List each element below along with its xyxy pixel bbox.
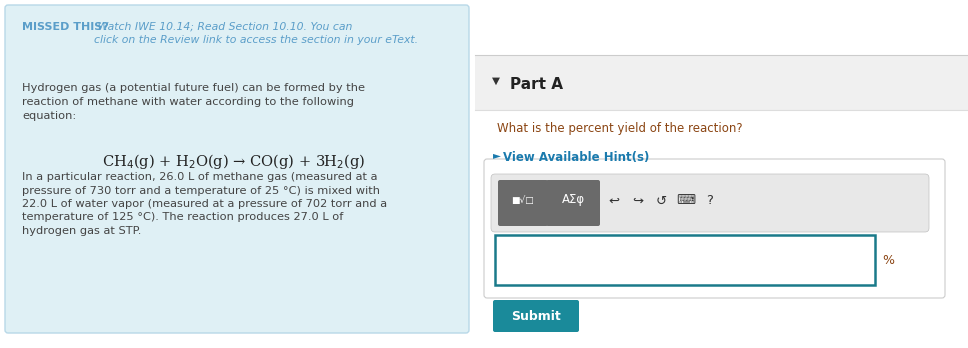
Text: MISSED THIS?: MISSED THIS?	[22, 22, 108, 32]
Text: ↩: ↩	[609, 195, 620, 207]
Text: ■√□: ■√□	[512, 196, 534, 205]
Text: ↪: ↪	[632, 195, 644, 207]
FancyBboxPatch shape	[491, 174, 929, 232]
Text: Submit: Submit	[511, 309, 560, 323]
FancyBboxPatch shape	[498, 180, 548, 226]
Text: Hydrogen gas (a potential future fuel) can be formed by the: Hydrogen gas (a potential future fuel) c…	[22, 83, 365, 93]
Text: %: %	[882, 253, 894, 267]
Text: CH$_4$(g) + H$_2$O(g) → CO(g) + 3H$_2$(g): CH$_4$(g) + H$_2$O(g) → CO(g) + 3H$_2$(g…	[103, 152, 366, 171]
Text: ↺: ↺	[655, 195, 667, 207]
Text: hydrogen gas at STP.: hydrogen gas at STP.	[22, 226, 141, 236]
Text: temperature of 125 °C). The reaction produces 27.0 L of: temperature of 125 °C). The reaction pro…	[22, 213, 344, 222]
Text: ▼: ▼	[492, 76, 500, 86]
Text: reaction of methane with water according to the following: reaction of methane with water according…	[22, 97, 354, 107]
Text: 22.0 L of water vapor (measured at a pressure of 702 torr and a: 22.0 L of water vapor (measured at a pre…	[22, 199, 387, 209]
Text: ?: ?	[707, 195, 713, 207]
FancyBboxPatch shape	[546, 180, 600, 226]
Text: equation:: equation:	[22, 111, 76, 121]
Bar	[475, 110, 968, 348]
Text: ΑΣφ: ΑΣφ	[561, 193, 585, 206]
Text: pressure of 730 torr and a temperature of 25 °C) is mixed with: pressure of 730 torr and a temperature o…	[22, 185, 380, 196]
Text: ⌨: ⌨	[677, 195, 696, 207]
FancyBboxPatch shape	[5, 5, 469, 333]
Text: Watch IWE 10.14; Read Section 10.10. You can
click on the Review link to access : Watch IWE 10.14; Read Section 10.10. You…	[94, 22, 418, 45]
Text: In a particular reaction, 26.0 L of methane gas (measured at a: In a particular reaction, 26.0 L of meth…	[22, 172, 378, 182]
FancyBboxPatch shape	[484, 159, 945, 298]
Bar	[475, 0, 968, 348]
Text: What is the percent yield of the reaction?: What is the percent yield of the reactio…	[497, 122, 742, 135]
Bar	[475, 55, 968, 110]
Text: ►: ►	[493, 150, 501, 160]
Text: Part A: Part A	[510, 77, 563, 92]
Bar	[475, 0, 968, 55]
FancyBboxPatch shape	[493, 300, 579, 332]
FancyBboxPatch shape	[495, 235, 875, 285]
Text: View Available Hint(s): View Available Hint(s)	[503, 151, 650, 164]
